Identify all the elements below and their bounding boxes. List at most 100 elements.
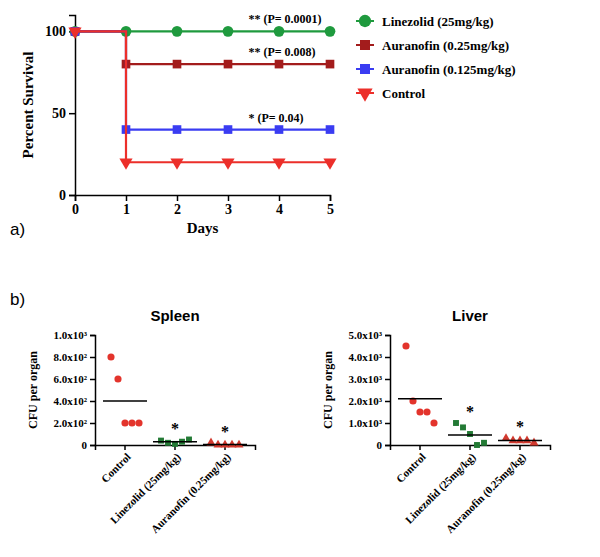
mean-line <box>153 441 197 443</box>
tick-label: 0 <box>82 439 88 451</box>
data-point <box>107 353 114 360</box>
significance-star: * <box>466 403 474 420</box>
tick-mark <box>69 195 75 197</box>
series-marker <box>173 60 182 69</box>
data-point <box>128 419 135 426</box>
tick: 1 <box>123 195 130 217</box>
x-axis: ControlLinezolid (25mg/kg)Auranofin (0.2… <box>391 445 551 536</box>
series-marker <box>325 26 336 37</box>
data-point <box>158 438 164 444</box>
tick: Control <box>394 445 428 485</box>
tick: 2.0x10² <box>53 417 95 429</box>
tick-label: 50 <box>52 106 66 121</box>
mean-line <box>448 434 492 436</box>
tick-label: 0 <box>72 202 79 217</box>
tick-mark <box>385 335 390 337</box>
tick-label: 6.0x10² <box>53 373 87 385</box>
plot-area <box>103 353 247 447</box>
legend-label: Auranofin (0.125mg/kg) <box>382 62 516 77</box>
tick: 3 <box>225 195 232 217</box>
series-marker <box>224 60 233 69</box>
tick: 4.0x10³ <box>348 351 390 363</box>
series-marker <box>224 125 233 134</box>
tick-mark <box>90 401 95 403</box>
tick: 0 <box>72 195 79 217</box>
data-point <box>530 438 539 446</box>
tick-label: 3.0x10³ <box>348 373 382 385</box>
p-value-annotation: ** (P= 0.008) <box>248 45 315 59</box>
tick-mark <box>385 379 390 381</box>
tick: 3.0x10³ <box>348 373 390 385</box>
data-point <box>467 431 473 437</box>
tick-label: 100 <box>45 24 66 39</box>
tick-label: 2 <box>174 202 181 217</box>
tick-mark <box>177 195 179 201</box>
series-marker <box>172 26 183 37</box>
plot-area <box>68 26 336 170</box>
y-axis-title: CFU per organ <box>321 351 335 429</box>
p-value-annotation: * (P= 0.04) <box>248 111 303 125</box>
tick-mark <box>90 423 95 425</box>
axis-line <box>385 336 391 446</box>
tick-mark <box>519 445 521 450</box>
tick-label: 1.0x10³ <box>348 417 382 429</box>
tick-mark <box>385 357 390 359</box>
tick-mark <box>419 445 421 450</box>
panel-label: a) <box>10 220 25 239</box>
series-marker <box>326 60 335 69</box>
data-point <box>509 435 518 443</box>
tick: Auranofin (0.25mg/kg) <box>148 445 233 536</box>
tick-mark <box>385 401 390 403</box>
x-axis: 012345 <box>72 195 334 217</box>
tick-mark <box>279 195 281 201</box>
series-marker <box>68 28 81 39</box>
legend-marker <box>360 64 370 74</box>
series-marker <box>272 158 285 169</box>
series-line <box>75 31 330 64</box>
series-marker <box>326 125 335 134</box>
tick-mark <box>385 423 390 425</box>
figure: 012345050100DaysPercent Survivala)** (P=… <box>0 0 600 557</box>
series-marker <box>275 60 284 69</box>
tick-mark <box>469 445 471 450</box>
data-point <box>114 375 121 382</box>
mean-line <box>203 444 247 446</box>
plot-area <box>398 342 542 448</box>
legend-marker <box>360 40 370 50</box>
tick: 0 <box>82 439 96 451</box>
axis-line <box>90 336 96 446</box>
data-point <box>481 440 487 446</box>
tick: 0 <box>377 439 391 451</box>
axis-line <box>391 446 551 451</box>
legend-label: Linezolid (25mg/kg) <box>382 14 494 29</box>
data-point <box>523 435 532 443</box>
data-point <box>135 419 142 426</box>
data-point <box>430 419 437 426</box>
tick-label: 4 <box>276 202 283 217</box>
tick: 50 <box>52 106 75 121</box>
axis-line <box>76 196 331 202</box>
tick: Control <box>99 445 133 485</box>
x-axis-title: Days <box>187 220 219 236</box>
y-axis-title: Percent Survival <box>20 52 36 159</box>
tick-label: Control <box>99 451 133 485</box>
data-point <box>460 424 466 430</box>
tick: 2.0x10³ <box>348 395 390 407</box>
tick-mark <box>90 335 95 337</box>
data-point <box>121 419 128 426</box>
data-point <box>165 440 171 446</box>
significance-star: * <box>221 423 229 440</box>
tick-mark <box>90 379 95 381</box>
tick-mark <box>330 195 332 201</box>
tick-label: 5.0x10³ <box>348 329 382 341</box>
tick-label: 0 <box>377 439 383 451</box>
tick-mark <box>90 445 95 447</box>
axis-line <box>69 16 76 196</box>
tick: 5.0x10³ <box>348 329 390 341</box>
series-marker <box>223 26 234 37</box>
tick: 2 <box>174 195 181 217</box>
data-point <box>516 435 525 443</box>
significance-star: * <box>171 420 179 437</box>
panel-label: b) <box>10 290 25 309</box>
series-marker <box>274 26 285 37</box>
